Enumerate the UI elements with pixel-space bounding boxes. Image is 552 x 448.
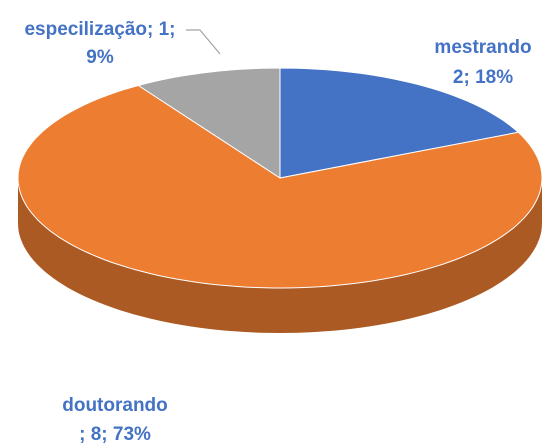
data-label: especilização; 1; [24, 19, 175, 40]
data-label: mestrando [434, 37, 531, 58]
data-label: 2; 18% [453, 67, 513, 88]
pie-slice [279, 67, 520, 179]
data-label: 9% [86, 47, 114, 68]
data-label: doutorando [62, 395, 168, 416]
leader-line [186, 29, 221, 55]
pie-side [18, 178, 542, 333]
data-label: ; 8; 73% [79, 424, 151, 445]
pie-slice [137, 67, 281, 179]
pie-side-shade [18, 178, 542, 333]
pie-slice [17, 84, 543, 289]
